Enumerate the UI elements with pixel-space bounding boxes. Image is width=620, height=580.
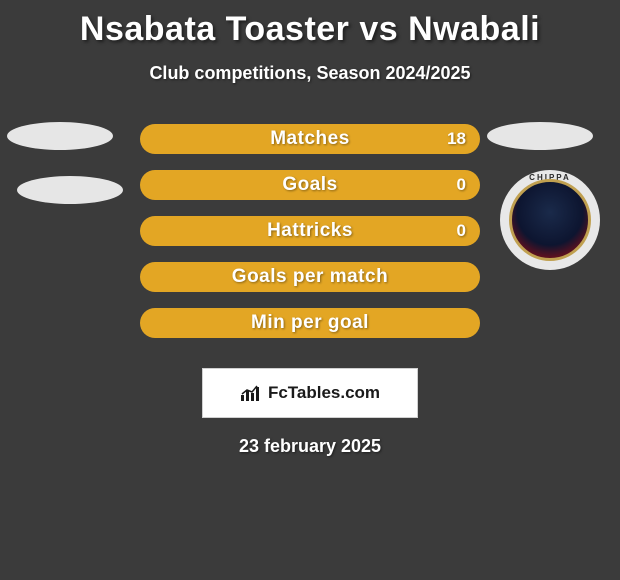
stat-value: 0: [457, 175, 466, 195]
stat-row: Goals per match: [140, 262, 480, 292]
player-marker-right: [487, 122, 593, 150]
stat-row: Goals 0: [140, 170, 480, 200]
subtitle: Club competitions, Season 2024/2025: [0, 63, 620, 84]
fctables-logo: FcTables.com: [202, 368, 418, 418]
stat-bar: Hattricks 0: [140, 216, 480, 246]
stat-value: 18: [447, 129, 466, 149]
chart-icon: [240, 384, 262, 402]
logo-text: FcTables.com: [268, 383, 380, 403]
player-marker-left: [17, 176, 123, 204]
page-title: Nsabata Toaster vs Nwabali: [0, 0, 620, 49]
stat-label: Min per goal: [251, 312, 369, 334]
stat-label: Goals per match: [232, 266, 388, 288]
stat-label: Goals: [282, 174, 337, 196]
club-badge: CHIPPA: [500, 170, 600, 270]
stat-row: Min per goal: [140, 308, 480, 338]
stat-row: Matches 18: [140, 124, 480, 154]
player-marker-left: [7, 122, 113, 150]
stat-label: Hattricks: [267, 220, 353, 242]
stat-bar: Goals 0: [140, 170, 480, 200]
stat-row: Hattricks 0: [140, 216, 480, 246]
date-label: 23 february 2025: [0, 436, 620, 457]
stat-bar: Matches 18: [140, 124, 480, 154]
shield-icon: [509, 179, 591, 261]
stat-label: Matches: [270, 128, 350, 150]
stat-value: 0: [457, 221, 466, 241]
stat-bar: Goals per match: [140, 262, 480, 292]
stat-bar: Min per goal: [140, 308, 480, 338]
